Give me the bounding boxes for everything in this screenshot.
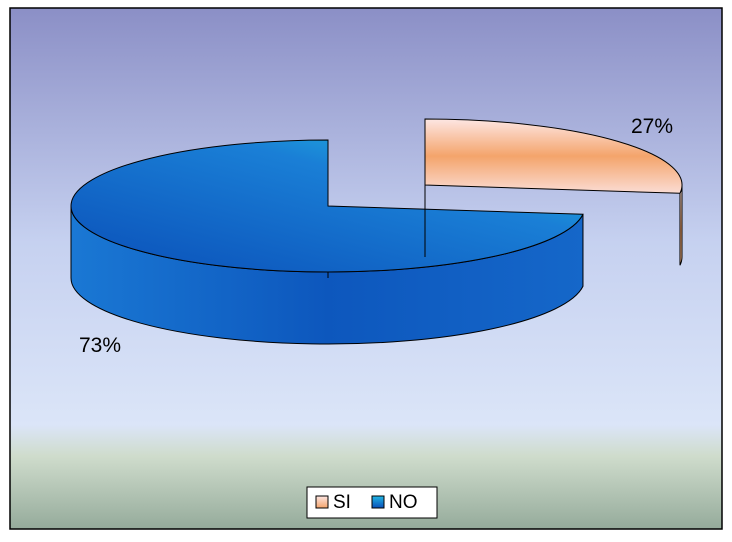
legend-label-si: SI — [333, 492, 351, 513]
legend: SI NO — [306, 486, 438, 519]
data-label-si: 27% — [631, 115, 673, 138]
data-label-no: 73% — [79, 334, 121, 357]
slice-si — [424, 118, 683, 266]
slice-no-top — [70, 139, 584, 273]
slices-layer — [70, 118, 683, 345]
slice-no — [70, 139, 584, 345]
legend-label-no: NO — [389, 492, 418, 513]
slice-si-side — [679, 184, 683, 266]
slice-si-top — [424, 118, 683, 194]
legend-swatch-si — [315, 495, 329, 509]
legend-swatch-no — [371, 495, 385, 509]
data-labels-layer: 73% 27% — [79, 115, 673, 357]
